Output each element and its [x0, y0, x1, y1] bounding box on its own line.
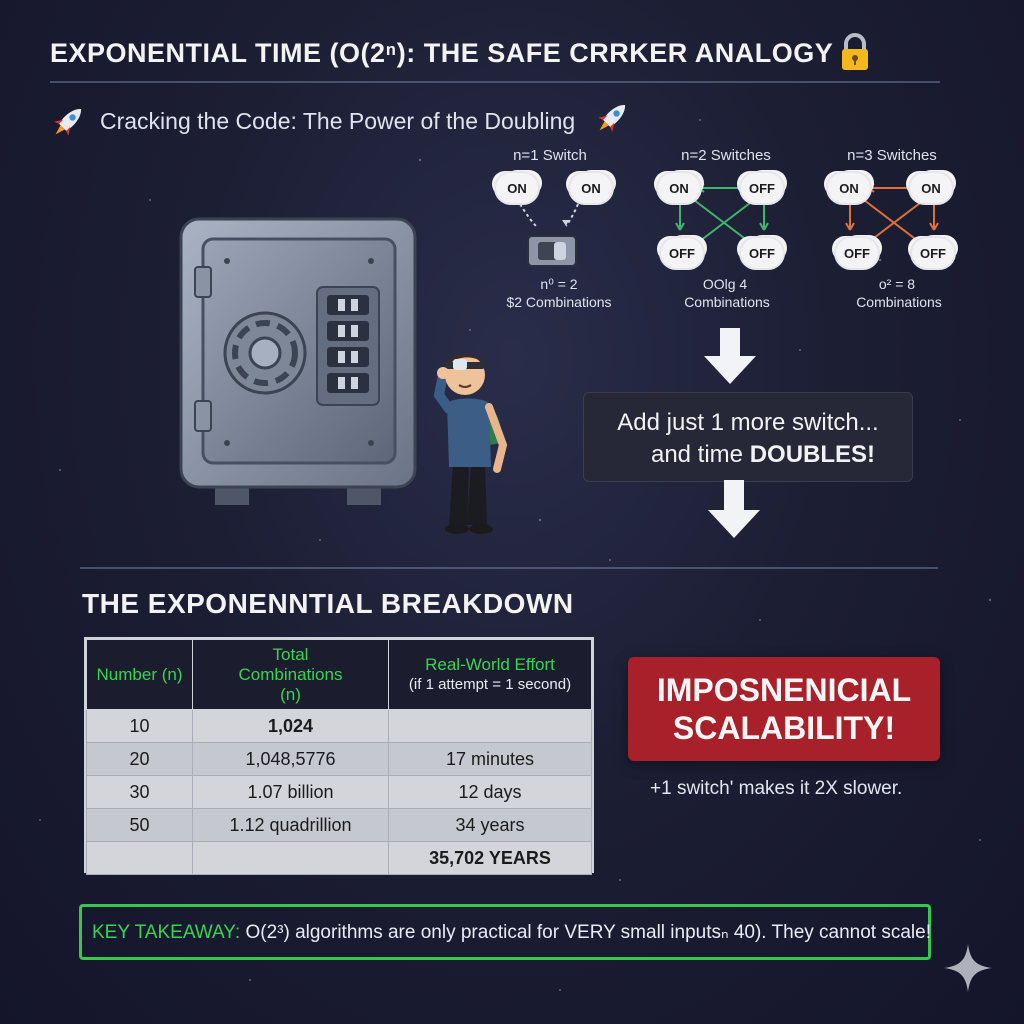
- cell-total: 1,024: [192, 709, 389, 743]
- table-row: 10 1,024: [86, 709, 592, 743]
- breakdown-table: Number (n) Total Combinations (n) Real-W…: [84, 637, 594, 875]
- badge-note: +1 switch' makes it 2X slower.: [650, 778, 903, 799]
- switch-state-off: OFF: [741, 238, 783, 268]
- switch-group-2-formula: OOlg 4: [702, 276, 748, 292]
- scalability-badge: IMPOSNENICIAL SCALABILITY!: [628, 657, 940, 761]
- column-header-effort: Real-World Effort (if 1 attempt = 1 seco…: [388, 639, 592, 710]
- cell-total: 1.07 billion: [192, 775, 389, 809]
- callout-line-2-prefix: and time: [650, 441, 750, 468]
- toggle-switch-diagram: [519, 203, 579, 267]
- cell-total: 1,048,5776: [192, 742, 389, 776]
- cell-n: [86, 841, 193, 875]
- callout-emphasis: DOUBLES!: [749, 441, 876, 468]
- rocket-icon: [598, 104, 626, 132]
- takeaway-text: O(2³) algorithms are only practical for …: [240, 922, 931, 943]
- badge-line-2: SCALABILITY!: [672, 710, 896, 746]
- page-title: EXPONENTIAL TIME (O(2ⁿ): THE SAFE CRRKER…: [50, 38, 834, 68]
- column-header-total: Total Combinations (n): [192, 639, 389, 710]
- cell-n: 10: [86, 709, 193, 743]
- cell-total: [192, 841, 389, 875]
- switch-state-on: ON: [910, 173, 952, 203]
- cell-n: 50: [86, 808, 193, 842]
- column-header-effort-subtitle: (if 1 attempt = 1 second): [408, 675, 572, 693]
- callout-line-2: and time DOUBLES!: [584, 439, 912, 471]
- table-row: 20 1,048,5776 17 minutes: [86, 742, 592, 776]
- header-divider: [50, 81, 940, 83]
- down-arrow-icon: [704, 328, 756, 384]
- cell-n: 30: [86, 775, 193, 809]
- lock-icon: [842, 33, 868, 70]
- sparkle-icon: [944, 944, 992, 992]
- switch-group-1-formula: n⁰ = 2: [540, 276, 578, 292]
- rocket-icon: [54, 108, 82, 136]
- switch-state-off: OFF: [912, 238, 954, 268]
- column-header-number: Number (n): [86, 639, 193, 710]
- down-arrow-icon: [708, 480, 760, 538]
- column-header-total-line-3: (n): [280, 684, 301, 704]
- badge-line-1: IMPOSNENICIAL: [656, 672, 912, 708]
- switch-group-1-caption: $2 Combinations: [506, 294, 612, 310]
- table-row: 35,702 YEARS: [86, 841, 592, 875]
- switch-state-on: ON: [828, 173, 870, 203]
- callout-line-1: Add just 1 more switch...: [617, 409, 879, 436]
- cell-n: 20: [86, 742, 193, 776]
- switch-state-off: OFF: [741, 173, 783, 203]
- takeaway-label: KEY TAKEAWAY:: [92, 922, 241, 943]
- section-subtitle: Cracking the Code: The Power of the Doub…: [100, 108, 576, 134]
- switch-state-on: ON: [570, 173, 612, 203]
- key-takeaway-box: KEY TAKEAWAY: O(2³) algorithms are only …: [79, 904, 931, 960]
- switch-state-on: ON: [658, 173, 700, 203]
- table-row: 50 1.12 quadrillion 34 years: [86, 808, 592, 842]
- safe-illustration: [179, 217, 417, 505]
- switch-state-on: ON: [496, 173, 538, 203]
- cell-effort: 12 days: [388, 775, 592, 809]
- switch-group-2-label: n=2 Switches: [681, 147, 771, 164]
- column-header-effort-title: Real-World Effort: [425, 654, 555, 674]
- switch-group-2-caption: Combinations: [684, 294, 770, 310]
- cell-effort: 17 minutes: [388, 742, 592, 776]
- switch-state-off: OFF: [661, 238, 703, 268]
- switch-group-3-formula: o² = 8: [878, 276, 916, 292]
- switch-group-3-caption: Combinations: [856, 294, 942, 310]
- switch-group-3-label: n=3 Switches: [847, 147, 937, 164]
- safe-cracker-character: [433, 354, 508, 534]
- doubling-callout: Add just 1 more switch... and time DOUBL…: [583, 392, 913, 482]
- cell-total: 1.12 quadrillion: [192, 808, 389, 842]
- breakdown-title: THE EXPONENNTIAL BREAKDOWN: [82, 588, 574, 619]
- switch-state-off: OFF: [836, 238, 878, 268]
- column-header-total-line-2: Combinations: [238, 664, 343, 684]
- table-row: 30 1.07 billion 12 days: [86, 775, 592, 809]
- section-divider: [80, 567, 938, 569]
- cell-effort: [388, 709, 592, 743]
- switch-group-1-label: n=1 Switch: [513, 147, 587, 164]
- cell-effort: 35,702 YEARS: [388, 841, 592, 875]
- cell-effort: 34 years: [388, 808, 592, 842]
- column-header-total-line-1: Total: [272, 644, 309, 664]
